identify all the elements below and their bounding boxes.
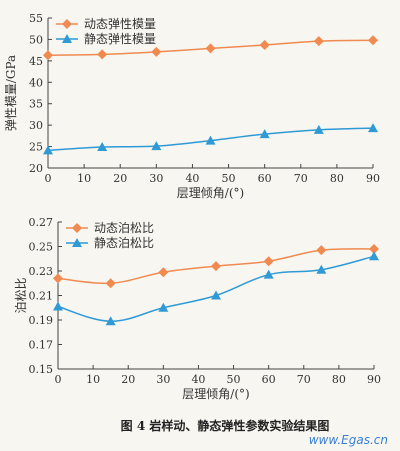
- y-tick-label: 55: [29, 12, 43, 25]
- data-point-2: [97, 142, 108, 151]
- data-point-2: [151, 141, 162, 151]
- data-point-2: [211, 290, 221, 300]
- y-tick-label: 35: [29, 98, 43, 111]
- watermark: www.Egas.cn: [309, 433, 388, 447]
- data-point-1: [316, 245, 327, 256]
- y-tick-label: 30: [29, 119, 43, 132]
- y-tick-label: 20: [29, 162, 43, 175]
- y-tick-label: 0.27: [29, 216, 54, 229]
- x-tick-label: 20: [121, 373, 135, 386]
- x-axis-label: 层理倾角/(°): [177, 186, 244, 200]
- data-point-1: [205, 43, 216, 54]
- y-tick-label: 45: [29, 55, 43, 68]
- data-point-1: [313, 36, 324, 47]
- data-point-2: [259, 129, 270, 139]
- x-tick-label: 70: [294, 172, 308, 185]
- y-tick-label: 0.15: [29, 363, 54, 376]
- data-point-1: [43, 50, 53, 61]
- data-point-2: [369, 251, 379, 261]
- data-point-2: [316, 264, 327, 274]
- y-axis-label: 泊松比: [14, 277, 28, 313]
- x-tick-label: 10: [77, 172, 91, 185]
- data-point-1: [211, 261, 221, 272]
- data-point-1: [259, 40, 270, 50]
- y-tick-label: 0.19: [29, 314, 54, 327]
- data-point-1: [151, 46, 162, 57]
- x-tick-label: 90: [366, 172, 380, 185]
- legend-label-1: 动态泊松比: [94, 221, 154, 235]
- x-tick-label: 0: [45, 172, 52, 185]
- data-point-1: [158, 267, 169, 278]
- data-point-2: [313, 124, 324, 134]
- data-point-1: [369, 243, 379, 254]
- legend-marker-1: [72, 223, 82, 233]
- x-tick-label: 30: [149, 172, 163, 185]
- data-point-2: [205, 135, 216, 145]
- data-point-1: [53, 273, 63, 284]
- x-tick-label: 50: [227, 373, 241, 386]
- legend-marker-2: [72, 238, 82, 247]
- x-tick-label: 10: [86, 373, 100, 386]
- x-tick-label: 50: [222, 172, 236, 185]
- legend-label-2: 静态泊松比: [94, 236, 154, 250]
- data-point-1: [263, 256, 274, 267]
- legend-label-1: 动态弹性模量: [84, 17, 156, 31]
- x-tick-label: 30: [156, 373, 170, 386]
- data-point-2: [368, 123, 378, 133]
- x-tick-label: 80: [330, 172, 344, 185]
- x-tick-label: 40: [185, 172, 199, 185]
- y-tick-label: 50: [29, 33, 43, 46]
- x-tick-label: 80: [332, 373, 346, 386]
- y-axis-label: 弹性模量/GPa: [4, 55, 18, 131]
- data-point-2: [263, 269, 274, 279]
- x-tick-label: 0: [55, 373, 62, 386]
- y-tick-label: 40: [29, 76, 43, 89]
- data-point-2: [43, 145, 53, 155]
- y-tick-label: 0.23: [29, 265, 54, 278]
- x-tick-label: 20: [113, 172, 127, 185]
- legend-label-2: 静态弹性模量: [84, 32, 156, 46]
- chart-elastic-modulus: 20 25 30 35 40 45 50 55 0 10 20 30 40 50 60 70 80 90 层理倾角/…: [4, 12, 380, 200]
- y-tick-label: 0.21: [29, 290, 54, 303]
- data-point-1: [97, 49, 108, 60]
- x-tick-label: 90: [367, 373, 381, 386]
- y-tick-label: 0.25: [29, 241, 54, 254]
- data-point-1: [105, 278, 116, 289]
- y-tick-label: 25: [29, 141, 43, 154]
- data-point-1: [368, 35, 378, 46]
- data-point-2: [105, 316, 116, 326]
- data-point-2: [53, 301, 63, 311]
- legend-marker-1: [62, 19, 72, 29]
- x-tick-label: 70: [297, 373, 311, 386]
- figure-caption: 图 4 岩样动、静态弹性参数实验结果图: [121, 418, 330, 433]
- x-tick-label: 40: [191, 373, 205, 386]
- y-tick-label: 0.17: [29, 339, 54, 352]
- legend-marker-2: [62, 34, 72, 43]
- x-tick-label: 60: [258, 172, 272, 185]
- data-point-2: [158, 302, 169, 312]
- x-axis-label: 层理倾角/(°): [182, 387, 249, 401]
- x-tick-label: 60: [262, 373, 276, 386]
- chart-poisson-ratio: 0.15 0.17 0.19 0.21 0.23 0.25 0.27 0 10 20 30 40 50 6…: [14, 216, 381, 401]
